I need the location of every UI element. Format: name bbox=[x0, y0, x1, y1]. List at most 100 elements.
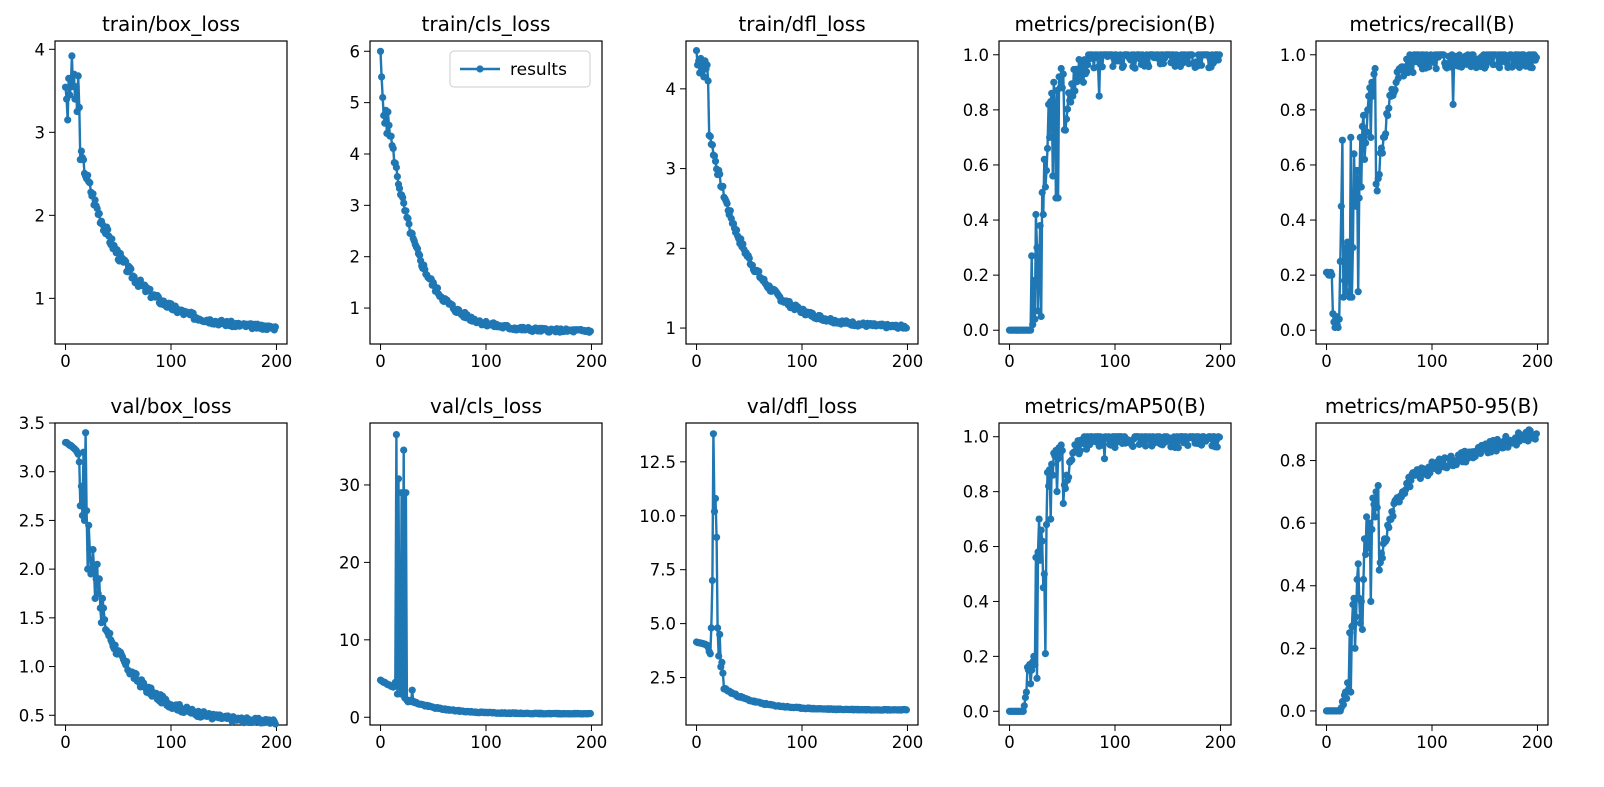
y-tick-label: 0.8 bbox=[963, 483, 989, 502]
data-point bbox=[83, 507, 91, 515]
data-point bbox=[385, 121, 393, 129]
y-tick-label: 2.0 bbox=[19, 560, 45, 579]
chart-title: val/cls_loss bbox=[430, 394, 542, 418]
data-point bbox=[392, 163, 400, 171]
y-tick-label: 3 bbox=[35, 123, 46, 142]
data-point bbox=[378, 73, 386, 81]
data-point bbox=[1027, 680, 1035, 688]
data-point bbox=[1027, 326, 1035, 334]
data-point bbox=[1174, 444, 1182, 452]
data-point bbox=[708, 141, 717, 149]
data-point bbox=[1048, 89, 1056, 97]
subplot-9: metrics/mAP50-95(B) 0 100 200 0.0 0.2 0.4 0.6 0.… bbox=[1280, 394, 1553, 752]
data-point bbox=[1532, 430, 1540, 438]
axes-frame bbox=[685, 422, 919, 726]
data-point bbox=[1184, 441, 1192, 449]
x-tick-label: 100 bbox=[155, 352, 187, 371]
y-tick-label: 0.2 bbox=[963, 266, 989, 285]
data-point bbox=[1028, 252, 1036, 260]
data-point bbox=[400, 446, 408, 454]
data-point bbox=[1049, 471, 1057, 479]
data-point bbox=[98, 594, 107, 603]
data-point bbox=[1350, 594, 1358, 602]
data-point bbox=[1352, 613, 1360, 621]
data-point bbox=[1328, 271, 1336, 279]
data-point bbox=[1031, 315, 1039, 323]
data-point bbox=[1339, 293, 1347, 301]
data-point bbox=[1028, 666, 1036, 674]
data-point bbox=[94, 589, 102, 598]
data-point bbox=[1045, 482, 1053, 490]
chart-title: val/dfl_loss bbox=[747, 394, 857, 418]
data-point bbox=[392, 431, 400, 439]
data-point bbox=[1040, 155, 1048, 163]
data-point bbox=[91, 196, 99, 204]
data-point bbox=[1159, 59, 1168, 68]
subplot-3: metrics/precision(B) 0 100 200 0.0 0.2 0.4 0.6 0… bbox=[963, 12, 1236, 371]
data-point bbox=[1032, 210, 1040, 219]
x-tick-label: 200 bbox=[261, 352, 293, 371]
data-point bbox=[1375, 566, 1383, 574]
data-point bbox=[389, 144, 397, 152]
data-point bbox=[1030, 277, 1038, 285]
data-point bbox=[1354, 288, 1362, 296]
data-point bbox=[707, 624, 715, 632]
data-point bbox=[1048, 460, 1056, 468]
data-point bbox=[1355, 194, 1363, 202]
data-point bbox=[1469, 51, 1477, 59]
series-points bbox=[692, 47, 911, 332]
data-point bbox=[99, 604, 108, 612]
data-point bbox=[718, 658, 726, 667]
data-point bbox=[1035, 515, 1043, 523]
data-point bbox=[723, 200, 731, 208]
data-point bbox=[1449, 100, 1457, 108]
y-tick-label: 2.5 bbox=[19, 511, 45, 530]
x-tick-label: 0 bbox=[1004, 733, 1015, 752]
data-point bbox=[1406, 483, 1414, 491]
subplot-7: val/dfl_loss 0 100 200 2.5 5.0 7.5 10.0 12.5 bbox=[639, 394, 923, 752]
y-tick-label: 1.0 bbox=[1280, 46, 1306, 65]
data-point bbox=[902, 324, 911, 332]
y-tick-label: 12.5 bbox=[639, 453, 676, 472]
y-tick-label: 0.0 bbox=[963, 702, 989, 721]
data-point bbox=[1038, 537, 1046, 545]
data-point bbox=[586, 327, 595, 335]
y-tick-label: 0.8 bbox=[963, 101, 989, 120]
data-point bbox=[127, 265, 135, 273]
y-tick-label: 0.2 bbox=[1280, 266, 1306, 285]
data-point bbox=[711, 157, 720, 165]
data-point bbox=[68, 52, 76, 60]
data-point bbox=[1042, 521, 1051, 529]
data-point bbox=[1359, 111, 1368, 119]
data-point bbox=[111, 641, 119, 649]
data-point bbox=[1366, 84, 1374, 92]
data-point bbox=[89, 546, 97, 554]
y-tick-label: 0.4 bbox=[1280, 211, 1306, 230]
data-point bbox=[1082, 68, 1091, 76]
y-tick-label: 20 bbox=[339, 553, 360, 572]
data-point bbox=[719, 669, 727, 677]
data-point bbox=[1129, 442, 1137, 451]
data-point bbox=[1067, 98, 1075, 106]
axes-frame bbox=[685, 40, 919, 345]
data-point bbox=[77, 147, 85, 155]
data-point bbox=[1373, 187, 1381, 195]
y-tick-label: 1.0 bbox=[963, 428, 989, 447]
data-point bbox=[108, 235, 116, 243]
data-point bbox=[1084, 61, 1092, 69]
data-point bbox=[101, 616, 109, 624]
data-point bbox=[1426, 469, 1434, 477]
data-point bbox=[1384, 111, 1392, 120]
x-tick-label: 100 bbox=[470, 352, 502, 371]
data-point bbox=[1357, 183, 1365, 191]
data-point bbox=[1030, 652, 1038, 661]
data-point bbox=[1532, 53, 1540, 62]
data-point bbox=[1215, 51, 1223, 59]
data-point bbox=[1041, 650, 1049, 658]
data-point bbox=[1071, 87, 1079, 95]
y-tick-label: 0.8 bbox=[1280, 101, 1306, 120]
x-tick-label: 200 bbox=[576, 733, 608, 752]
data-point bbox=[71, 95, 79, 103]
y-tick-label: 4 bbox=[350, 145, 361, 164]
data-point bbox=[745, 254, 753, 262]
